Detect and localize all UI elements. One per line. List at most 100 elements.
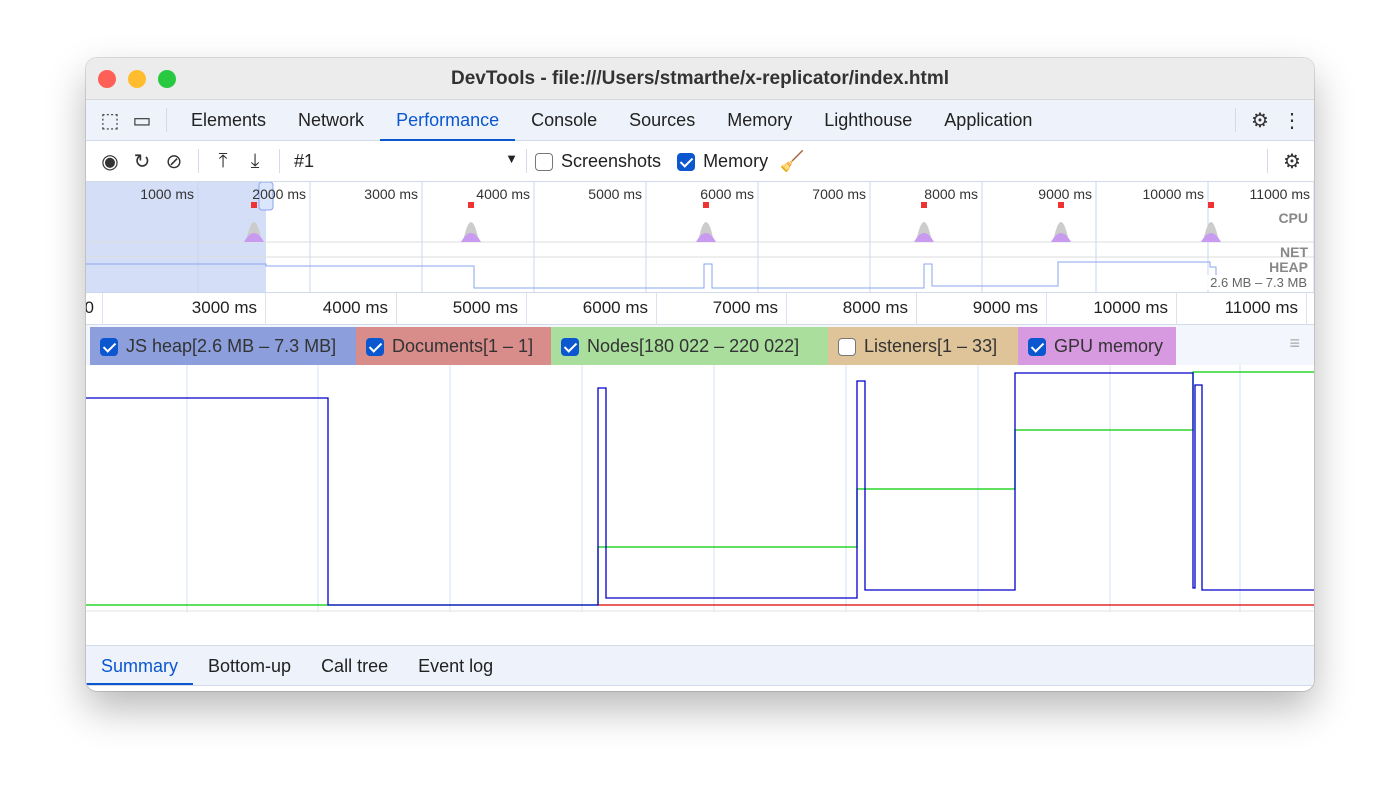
long-task-marker: [1208, 202, 1214, 208]
long-task-marker: [703, 202, 709, 208]
net-label: NET: [1280, 244, 1308, 260]
recording-select[interactable]: #1 ▼: [288, 151, 518, 172]
counter-checkbox[interactable]: [100, 338, 118, 357]
scripting-activity: [696, 233, 716, 242]
scripting-activity: [1201, 233, 1221, 242]
ruler-gridline: [786, 293, 787, 325]
overview-tick-label: 10000 ms: [1142, 186, 1204, 202]
heap-range-label: 2.6 MB – 7.3 MB: [1207, 275, 1310, 290]
close-button[interactable]: [98, 70, 116, 88]
counter-label: Nodes[180 022 – 220 022]: [587, 336, 800, 356]
ruler-tick-label: 8000 ms: [842, 298, 908, 317]
tab-performance[interactable]: Performance: [380, 100, 516, 141]
counter-checkbox[interactable]: [366, 338, 384, 357]
tab-application[interactable]: Application: [944, 109, 1033, 130]
minimize-button[interactable]: [128, 70, 146, 88]
ruler-tick-label: 11000 ms: [1224, 298, 1298, 317]
overview-tick-label: 3000 ms: [364, 186, 418, 202]
ruler-gridline: [916, 293, 917, 325]
settings-gear-icon[interactable]: ⚙: [1251, 109, 1269, 132]
memory-graph-svg: [86, 365, 1314, 612]
long-task-marker: [1058, 202, 1064, 208]
heap-label: HEAP: [1269, 259, 1308, 275]
window-title: DevTools - file:///Users/stmarthe/x-repl…: [451, 68, 949, 89]
resize-handle-icon[interactable]: ≡: [1289, 333, 1300, 353]
ruler-tick-label: 10000 ms: [1093, 298, 1168, 317]
reload-record-icon[interactable]: ↻: [133, 150, 151, 173]
tab-call-tree[interactable]: Call tree: [321, 656, 389, 676]
counter-checkbox[interactable]: [1028, 338, 1046, 357]
memory-counters: ≡ JS heap[2.6 MB – 7.3 MB] Documents[1 – …: [86, 325, 1314, 365]
screenshots-label: Screenshots: [561, 150, 662, 171]
counter-toggle[interactable]: Listeners[1 – 33]: [828, 327, 1018, 365]
capture-settings-gear-icon[interactable]: ⚙: [1283, 150, 1301, 173]
scripting-activity: [1051, 233, 1071, 242]
ruler-gridline: [265, 293, 266, 325]
overview-tick-label: 2000 ms: [252, 186, 306, 202]
overview-tick-label: 5000 ms: [588, 186, 642, 202]
scripting-activity: [914, 233, 934, 242]
zoom-button[interactable]: [158, 70, 176, 88]
download-icon[interactable]: ⤓: [250, 149, 260, 172]
screenshots-checkbox[interactable]: Screenshots: [535, 151, 661, 172]
clear-icon[interactable]: ⊘: [165, 150, 183, 173]
counter-toggle[interactable]: JS heap[2.6 MB – 7.3 MB]: [90, 327, 356, 365]
overview-tick-label: 8000 ms: [924, 186, 978, 202]
cpu-label: CPU: [1278, 210, 1308, 226]
long-task-marker: [468, 202, 474, 208]
tab-sources[interactable]: Sources: [629, 109, 696, 130]
tab-event-log[interactable]: Event log: [418, 656, 494, 676]
device-toolbar-icon[interactable]: ▭: [132, 109, 152, 132]
overview-tick-label: 4000 ms: [476, 186, 530, 202]
counter-toggle[interactable]: Nodes[180 022 – 220 022]: [551, 327, 828, 365]
selection-shade-left: [86, 182, 266, 293]
devtools-window: DevTools - file:///Users/stmarthe/x-repl…: [86, 58, 1314, 691]
memory-checkbox[interactable]: Memory: [677, 151, 768, 172]
long-task-marker: [251, 202, 257, 208]
counter-checkbox[interactable]: [838, 338, 856, 357]
panel-tabs: ⬚ ▭ Elements Network Performance Console…: [86, 100, 1314, 141]
tab-bottom-up[interactable]: Bottom-up: [208, 656, 292, 676]
collect-garbage-broom-icon[interactable]: 🧹: [779, 150, 805, 173]
tab-summary[interactable]: Summary: [86, 646, 194, 685]
ruler-gridline: [656, 293, 657, 325]
ruler-tick-label: 3000 ms: [191, 298, 257, 317]
window-handle: [258, 181, 274, 211]
tab-memory[interactable]: Memory: [727, 109, 793, 130]
recording-select-value: #1: [294, 150, 315, 171]
counter-label: Documents[1 – 1]: [392, 336, 534, 356]
ruler-tick-label: 6000 ms: [582, 298, 648, 317]
ruler-tick-label: 9000 ms: [972, 298, 1038, 317]
counter-toggle[interactable]: Documents[1 – 1]: [356, 327, 551, 365]
overview-tick-label: 11000 ms: [1249, 186, 1310, 202]
memory-graph: [86, 365, 1314, 612]
tab-console[interactable]: Console: [531, 109, 598, 130]
ruler-tick-label: 4000 ms: [322, 298, 388, 317]
ruler-gridline: [1176, 293, 1177, 325]
counter-checkbox[interactable]: [561, 338, 579, 357]
title-bar: DevTools - file:///Users/stmarthe/x-repl…: [86, 58, 1314, 100]
upload-icon[interactable]: ⤒: [218, 149, 228, 172]
timeline-overview[interactable]: 1000 ms 2000 ms 3000 ms 4000 ms 5000 ms 6000 …: [86, 181, 1314, 293]
tab-network[interactable]: Network: [298, 109, 365, 130]
counter-label: Listeners[1 – 33]: [864, 336, 998, 356]
tab-lighthouse[interactable]: Lighthouse: [824, 109, 913, 130]
overview-tick-label: 6000 ms: [700, 186, 754, 202]
counter-toggle[interactable]: GPU memory: [1018, 327, 1176, 365]
counter-label: GPU memory: [1054, 336, 1164, 356]
details-tabs: Summary Bottom-up Call tree Event log: [86, 645, 1314, 686]
record-icon[interactable]: ◉: [101, 150, 119, 173]
memory-label: Memory: [703, 150, 769, 171]
tab-elements[interactable]: Elements: [191, 109, 267, 130]
scripting-activity: [461, 233, 481, 242]
counter-label: JS heap[2.6 MB – 7.3 MB]: [126, 336, 337, 356]
performance-toolbar: ◉ ↻ ⊘ ⤒ ⤓ #1 ▼ Screenshots Memory 🧹 ⚙: [86, 141, 1314, 182]
long-task-marker: [921, 202, 927, 208]
heap-overview-line: [86, 261, 1217, 289]
ruler-gridline: [526, 293, 527, 325]
nodes-series-line: [86, 371, 1314, 606]
inspect-element-icon[interactable]: ⬚: [100, 109, 120, 132]
more-options-icon[interactable]: ⋮: [1282, 109, 1302, 132]
overview-tick-label: 7000 ms: [812, 186, 866, 202]
ruler-tick-label: 5000 ms: [452, 298, 518, 317]
